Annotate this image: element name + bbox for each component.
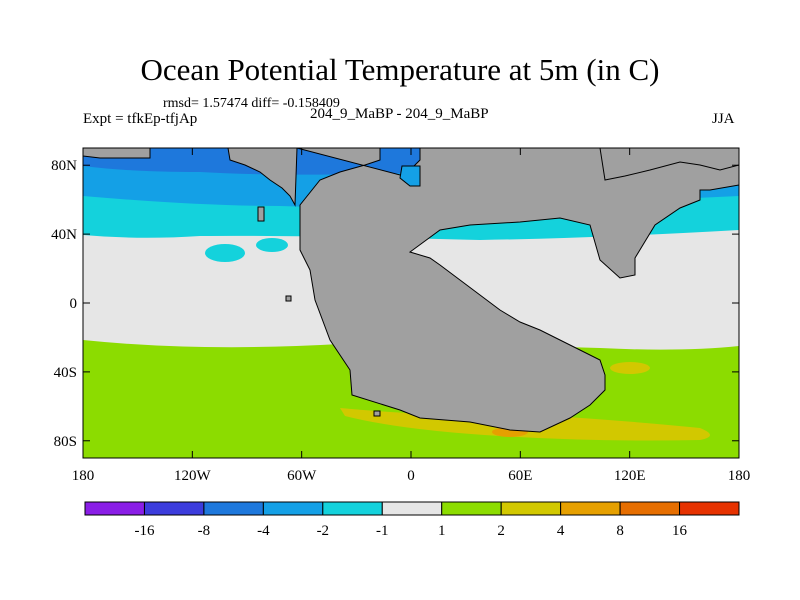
colorbar-label: 16 [672,523,688,539]
land-island-b [285,295,292,302]
colorbar-swatch [322,501,383,516]
colorbar-label: 1 [438,523,446,539]
colorbar-swatch [203,501,264,516]
colorbar-swatch [441,501,502,516]
colorbar-label: -16 [134,523,154,539]
colorbar-swatch [619,501,681,516]
y-tick-label: 40S [54,365,77,381]
patch-south-indian [610,362,650,374]
land-americas [296,148,739,433]
map-plot-area [83,148,739,458]
colorbar-label: 8 [616,523,624,539]
experiment-names: 204_9_MaBP - 204_9_MaBP [310,106,489,122]
axis-ticks: 180 120W 60W 0 60E 120E 180 80N 40N 0 40S 80S [51,148,750,484]
stats-text: rmsd= 1.57474 diff= -0.158409 [163,96,340,111]
x-tick-label: 60W [287,468,317,484]
colorbar-swatch [679,501,740,516]
colorbar-label: -4 [257,523,270,539]
colorbar-swatch [560,501,621,516]
land-north-america [227,148,298,207]
x-tick-label: 120E [614,468,646,484]
patch-arctic-cyan [399,165,421,187]
season-label: JJA [712,111,735,127]
colorbar-label: -2 [317,523,330,539]
experiment-label: Expt = tfkEp-tfjAp [83,111,198,127]
colorbar-swatch [500,501,562,516]
colorbar-swatch [262,501,324,516]
x-tick-label: 60E [508,468,532,484]
y-tick-label: 40N [51,227,77,243]
y-tick-label: 80S [54,434,77,450]
x-tick-label: 180 [728,468,751,484]
patch-north-pacific [205,244,245,262]
colorbar-swatch [84,501,145,516]
chart-title: Ocean Potential Temperature at 5m (in C) [140,52,660,87]
x-tick-label: 0 [407,468,415,484]
land-island-a [257,206,265,222]
x-tick-label: 120W [174,468,212,484]
colorbar-label: -1 [376,523,389,539]
colorbar-swatch [381,501,443,516]
patch-labrador [256,238,288,252]
land-island-c [373,410,381,417]
land-antarctic-arctic [83,148,151,159]
colorbar-label: 4 [557,523,565,539]
colorbar-label: -8 [198,523,211,539]
land-eurasia-east [599,148,739,181]
y-tick-label: 0 [70,296,78,312]
colorbar-label: 2 [497,523,505,539]
colorbar-swatch [143,501,205,516]
colorbar: -16 -8 -4 -2 -1 1 2 4 8 16 [84,501,740,539]
x-tick-label: 180 [72,468,95,484]
y-tick-label: 80N [51,158,77,174]
